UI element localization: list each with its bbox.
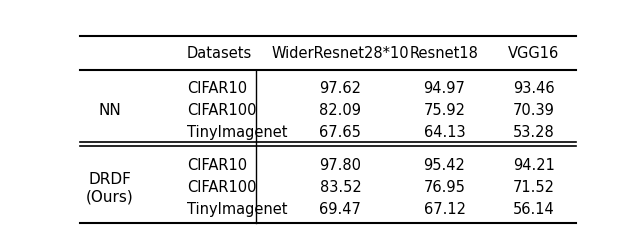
Text: NN: NN [99, 103, 121, 118]
Text: CIFAR10: CIFAR10 [187, 81, 247, 96]
Text: 64.13: 64.13 [424, 125, 465, 140]
Text: VGG16: VGG16 [508, 46, 559, 61]
Text: 67.65: 67.65 [319, 125, 362, 140]
Text: 83.52: 83.52 [319, 180, 361, 195]
Text: 56.14: 56.14 [513, 202, 555, 217]
Text: CIFAR100: CIFAR100 [187, 103, 256, 118]
Text: 76.95: 76.95 [424, 180, 465, 195]
Text: 53.28: 53.28 [513, 125, 555, 140]
Text: DRDF
(Ours): DRDF (Ours) [86, 172, 134, 204]
Text: 67.12: 67.12 [424, 202, 465, 217]
Text: 82.09: 82.09 [319, 103, 362, 118]
Text: 70.39: 70.39 [513, 103, 555, 118]
Text: CIFAR100: CIFAR100 [187, 180, 256, 195]
Text: TinyImagenet: TinyImagenet [187, 202, 287, 217]
Text: TinyImagenet: TinyImagenet [187, 125, 287, 140]
Text: 94.21: 94.21 [513, 158, 555, 173]
Text: Datasets: Datasets [187, 46, 252, 61]
Text: CIFAR10: CIFAR10 [187, 158, 247, 173]
Text: 94.97: 94.97 [424, 81, 465, 96]
Text: 97.62: 97.62 [319, 81, 362, 96]
Text: 95.42: 95.42 [424, 158, 465, 173]
Text: 93.46: 93.46 [513, 81, 555, 96]
Text: WiderResnet28*10: WiderResnet28*10 [271, 46, 409, 61]
Text: 97.80: 97.80 [319, 158, 362, 173]
Text: 75.92: 75.92 [424, 103, 465, 118]
Text: Resnet18: Resnet18 [410, 46, 479, 61]
Text: 69.47: 69.47 [319, 202, 362, 217]
Text: 71.52: 71.52 [513, 180, 555, 195]
